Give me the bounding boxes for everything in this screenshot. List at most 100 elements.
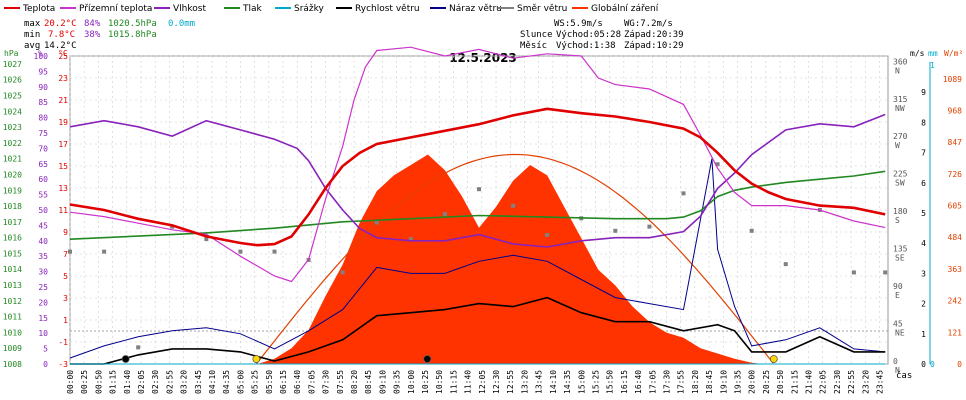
legend-label: Přízemní teplota (79, 4, 152, 14)
x-tick-label: 08:45 (364, 370, 373, 394)
wm2-tick-label: 605 (948, 202, 963, 211)
wm2-tick-label: 968 (948, 106, 963, 115)
x-tick-label: 17:55 (677, 370, 686, 394)
dir-tick-value: 90 (893, 282, 903, 291)
degc-tick-label: 17 (58, 140, 68, 149)
wind-direction-point (783, 262, 788, 267)
x-tick-label: 07:55 (336, 370, 345, 394)
x-tick-label: 07:05 (307, 370, 316, 394)
x-tick-label: 05:00 (236, 370, 245, 394)
dir-tick-value: 135 (893, 245, 908, 254)
wind-direction-point (68, 249, 72, 254)
min-humidity: 38% (84, 30, 101, 40)
x-tick-label: 06:40 (293, 370, 302, 394)
x-tick-label: 01:15 (109, 370, 118, 394)
wm2-tick-label: 363 (948, 265, 963, 274)
x-tick-label: 19:10 (719, 370, 728, 394)
x-tick-label: 23:45 (875, 370, 884, 394)
legend-label: Globální záření (591, 4, 659, 14)
wind-direction-point (749, 228, 754, 233)
pct-unit: % (38, 49, 43, 58)
legend-label: Teplota (22, 4, 55, 14)
pct-tick-label: 10 (38, 329, 48, 338)
gust-line (69, 158, 886, 359)
mm-unit: mm (928, 49, 938, 58)
dir-tick-value: 45 (893, 320, 903, 329)
ms-tick-label: 9 (921, 88, 926, 97)
wind-speed-line (70, 296, 886, 365)
moonset: Západ:10:29 (624, 41, 684, 51)
x-tick-label: 09:35 (393, 370, 402, 394)
x-tick-label: 16:15 (620, 370, 629, 394)
dir-tick-value: 180 (893, 207, 908, 216)
wind-direction-point (204, 237, 209, 242)
hpa-tick-label: 1014 (3, 265, 22, 274)
ms-unit: m/s (910, 49, 925, 58)
x-tick-label: 20:00 (748, 370, 757, 394)
x-tick-label: 15:25 (591, 370, 600, 394)
pct-tick-label: 95 (38, 67, 48, 76)
axes: 00:00 00:25 00:50 01:15 01:40 02:05 02:30 02:55… (3, 49, 964, 394)
hpa-tick-label: 1019 (3, 186, 22, 195)
pct-tick-label: 90 (38, 83, 48, 92)
wm2-tick-label: 484 (948, 233, 963, 242)
degc-tick-label: 7 (63, 250, 68, 259)
wind-direction-point (883, 270, 888, 275)
pct-tick-label: 65 (38, 160, 48, 169)
degc-tick-label: 15 (58, 162, 68, 171)
wm2-tick-label: 121 (948, 328, 963, 337)
max-temp: 20.2°C (44, 19, 77, 29)
radiation-area (257, 154, 764, 364)
ms-tick-label: 4 (921, 239, 926, 248)
pct-tick-label: 35 (38, 252, 48, 261)
pct-tick-label: 45 (38, 221, 48, 230)
moon-label: Měsíc (520, 41, 547, 51)
wind-direction-point (442, 212, 447, 217)
clear-sky-curve (255, 153, 774, 365)
wind-direction-point (272, 249, 277, 254)
pct-tick-label: 70 (38, 144, 48, 153)
ms-tick-label: 2 (921, 300, 926, 309)
x-tick-label: 18:20 (691, 370, 700, 394)
x-tick-label: 00:00 (66, 370, 75, 394)
moonset-marker (423, 355, 432, 363)
pct-tick-label: 25 (38, 283, 48, 292)
dir-tick-compass: N (895, 66, 900, 75)
x-tick-label: 22:55 (847, 370, 856, 394)
avg-label: avg (24, 41, 40, 51)
x-tick-label: 02:05 (137, 370, 146, 394)
x-tick-label: 10:50 (435, 370, 444, 394)
x-tick-label: 01:40 (123, 370, 132, 394)
temperature-line (69, 107, 886, 247)
moonrise-marker (121, 355, 130, 363)
hpa-tick-label: 1027 (3, 60, 22, 69)
ms-tick-label: 6 (921, 179, 926, 188)
x-tick-label: 13:45 (535, 370, 544, 394)
wm2-tick-label: 726 (948, 170, 963, 179)
x-tick-label: 10:00 (407, 370, 416, 394)
hpa-tick-label: 1024 (3, 107, 22, 116)
ms-tick-label: 0 (921, 360, 926, 369)
min-pressure: 1015.8hPa (108, 30, 157, 40)
mm-tick-label: 0 (930, 360, 935, 369)
pct-tick-label: 50 (38, 206, 48, 215)
pct-tick-label: 60 (38, 175, 48, 184)
hpa-tick-label: 1009 (3, 344, 22, 353)
wind-direction-point (102, 249, 107, 254)
max-humidity: 84% (84, 19, 101, 29)
hpa-tick-label: 1022 (3, 139, 22, 148)
wm2-tick-label: 0 (957, 360, 962, 369)
hpa-tick-label: 1010 (3, 328, 22, 337)
x-tick-label: 21:40 (804, 370, 813, 394)
info-block: WS:5.9m/s WG:7.2m/s Slunce Východ:05:28 … (520, 19, 684, 51)
avg-temp: 14.2°C (44, 41, 77, 51)
wind-direction-point (851, 270, 856, 275)
dir-tick-compass: W (895, 141, 900, 150)
wind-direction-point (477, 187, 481, 192)
hpa-tick-label: 1025 (3, 91, 22, 100)
pct-tick-label: 80 (38, 114, 48, 123)
hpa-unit: hPa (4, 49, 19, 58)
wind-direction-point (681, 191, 686, 196)
x-tick-label: 02:55 (165, 370, 174, 394)
